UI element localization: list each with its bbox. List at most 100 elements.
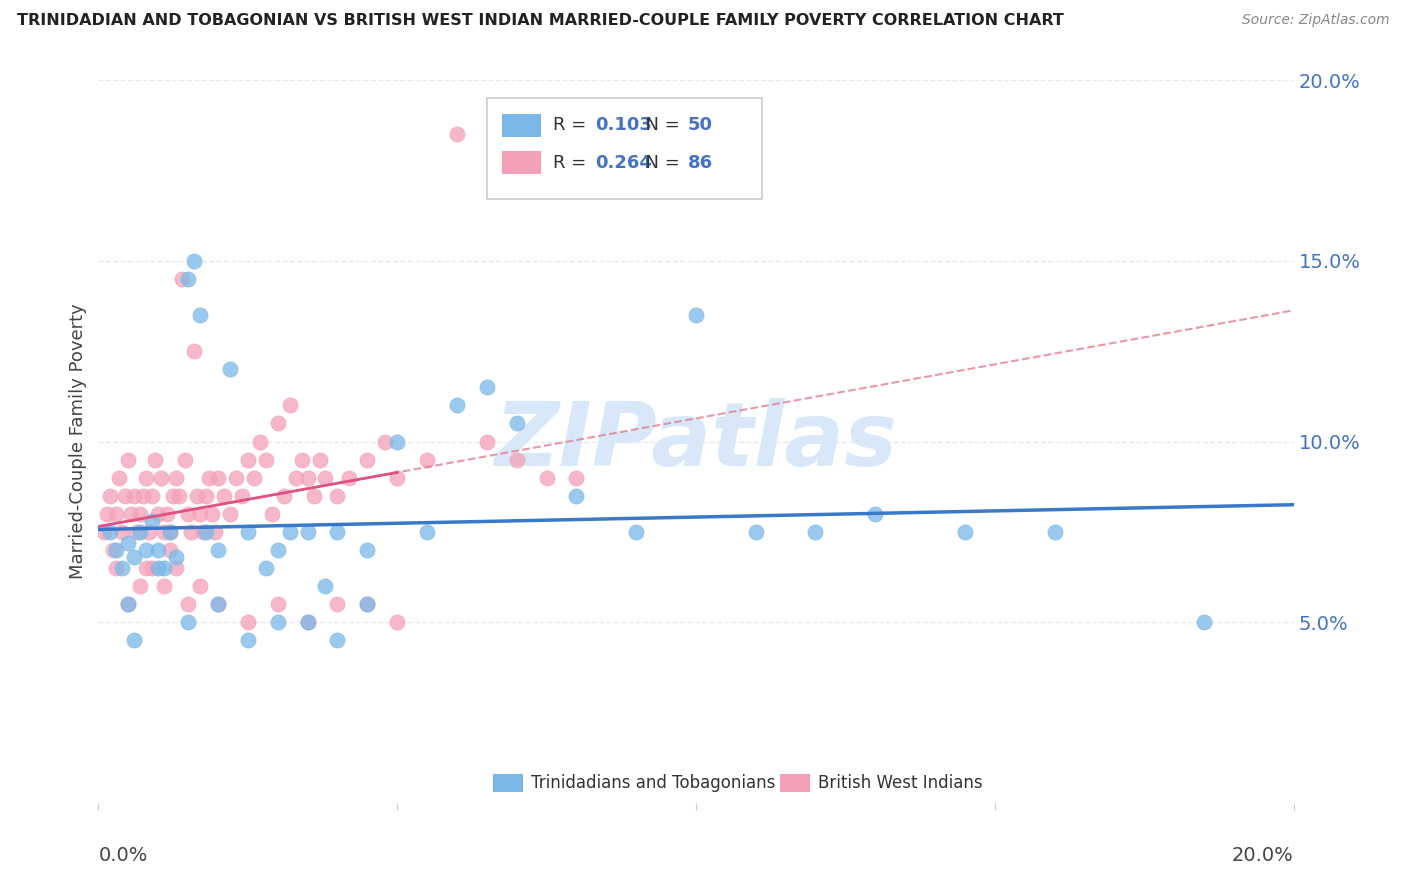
Point <box>565 471 588 485</box>
Point <box>356 452 378 467</box>
Point <box>374 434 396 449</box>
Point <box>315 471 337 485</box>
Point <box>685 308 707 322</box>
Point <box>291 452 314 467</box>
Point <box>195 489 218 503</box>
Point <box>865 507 887 521</box>
Point <box>148 542 170 557</box>
Point <box>475 380 498 394</box>
Point <box>165 471 187 485</box>
Text: Source: ZipAtlas.com: Source: ZipAtlas.com <box>1241 13 1389 28</box>
Point <box>267 542 290 557</box>
Point <box>159 542 181 557</box>
Point <box>339 471 361 485</box>
Point <box>326 597 349 611</box>
Point <box>273 489 295 503</box>
Point <box>148 561 170 575</box>
Point <box>236 452 259 467</box>
Point <box>745 524 768 539</box>
Text: British West Indians: British West Indians <box>818 774 983 792</box>
Point <box>308 452 330 467</box>
Point <box>159 524 181 539</box>
Text: N =: N = <box>634 116 685 134</box>
Point <box>236 615 259 630</box>
Point <box>243 471 266 485</box>
Point <box>103 542 125 557</box>
Point <box>141 514 163 528</box>
Point <box>180 524 202 539</box>
Text: ZIPatlas: ZIPatlas <box>495 398 897 485</box>
Point <box>183 344 205 359</box>
Point <box>302 489 325 503</box>
Point <box>219 362 242 376</box>
Point <box>111 561 134 575</box>
Point <box>475 434 498 449</box>
Point <box>315 579 337 593</box>
Point <box>236 524 259 539</box>
Point <box>267 615 290 630</box>
Point <box>231 489 253 503</box>
Point <box>93 524 115 539</box>
Point <box>186 489 208 503</box>
Point <box>117 597 139 611</box>
Point <box>177 507 200 521</box>
Point <box>207 597 229 611</box>
Point <box>172 272 194 286</box>
Point <box>446 398 468 412</box>
Point <box>129 579 152 593</box>
Point <box>326 489 349 503</box>
Point <box>143 452 166 467</box>
Point <box>108 471 131 485</box>
Point <box>127 524 149 539</box>
Point <box>191 524 214 539</box>
Point <box>135 542 157 557</box>
FancyBboxPatch shape <box>486 98 762 200</box>
Point <box>446 128 468 142</box>
Point <box>188 308 211 322</box>
Point <box>207 597 229 611</box>
Point <box>416 524 439 539</box>
Point <box>148 507 170 521</box>
Point <box>536 471 558 485</box>
Point <box>284 471 307 485</box>
Text: R =: R = <box>553 116 592 134</box>
Point <box>385 615 409 630</box>
Point <box>124 633 146 648</box>
Point <box>120 507 142 521</box>
Point <box>254 452 277 467</box>
Point <box>297 615 319 630</box>
Point <box>626 524 648 539</box>
Text: 20.0%: 20.0% <box>1232 847 1294 865</box>
Point <box>167 489 190 503</box>
Point <box>267 597 290 611</box>
Point <box>135 471 157 485</box>
Bar <box>494 774 523 792</box>
Point <box>105 561 128 575</box>
Text: Trinidadians and Tobagonians: Trinidadians and Tobagonians <box>531 774 776 792</box>
Point <box>260 507 283 521</box>
Point <box>132 489 155 503</box>
Point <box>105 542 128 557</box>
Point <box>188 579 211 593</box>
Point <box>198 471 221 485</box>
Text: 0.0%: 0.0% <box>98 847 148 865</box>
Point <box>159 524 181 539</box>
Point <box>254 561 277 575</box>
Text: 0.264: 0.264 <box>596 153 652 171</box>
Point <box>117 597 139 611</box>
Text: 86: 86 <box>688 153 713 171</box>
Point <box>297 471 319 485</box>
Point <box>114 489 136 503</box>
Point <box>356 597 378 611</box>
Point <box>326 524 349 539</box>
Point <box>326 633 349 648</box>
Point <box>177 272 200 286</box>
Point <box>204 524 226 539</box>
Point <box>177 597 200 611</box>
Point <box>201 507 224 521</box>
Point <box>153 561 176 575</box>
Point <box>96 507 118 521</box>
Point <box>153 524 176 539</box>
Point <box>219 507 242 521</box>
Point <box>165 561 187 575</box>
